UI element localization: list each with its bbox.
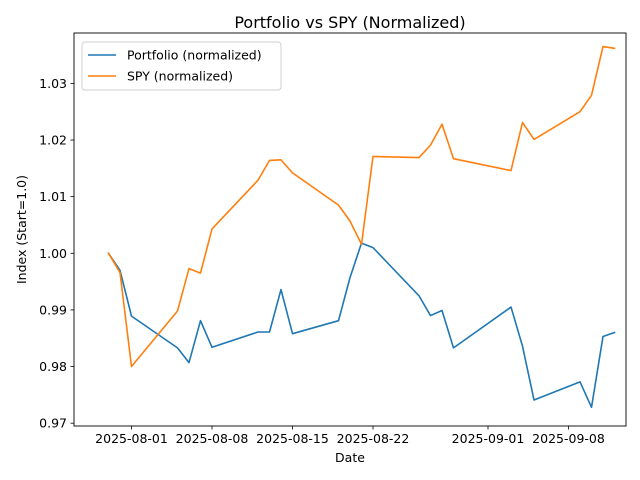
x-tick-label: 2025-08-08	[176, 431, 249, 446]
y-tick-label: 0.99	[39, 302, 67, 317]
series-layer	[107, 45, 616, 409]
x-axis-label: Date	[335, 450, 365, 465]
legend: Portfolio (normalized) SPY (normalized)	[81, 41, 282, 91]
x-tick-label: 2025-08-22	[337, 431, 410, 446]
x-tick-label: 2025-08-15	[256, 431, 329, 446]
x-tick-label: 2025-08-01	[95, 431, 168, 446]
series-line-spy	[107, 45, 616, 368]
y-tick-label: 1.00	[39, 246, 67, 261]
plot-frame	[73, 32, 627, 427]
legend-label-portfolio: Portfolio (normalized)	[127, 48, 262, 63]
y-axis-label: Index (Start=1.0)	[14, 175, 29, 284]
x-tick-label: 2025-09-08	[532, 431, 605, 446]
x-axis-ticks: 2025-08-01 2025-08-08 2025-08-15 2025-08-22…	[95, 426, 605, 446]
series-line-portfolio	[107, 242, 616, 409]
y-tick-label: 0.98	[39, 359, 67, 374]
y-tick-label: 1.02	[39, 133, 67, 148]
y-tick-label: 0.97	[39, 416, 67, 431]
y-tick-label: 1.03	[39, 76, 67, 91]
y-tick-label: 1.01	[39, 189, 67, 204]
axes	[73, 32, 627, 427]
x-tick-label: 2025-09-01	[452, 431, 525, 446]
legend-box	[81, 41, 282, 91]
chart-title: Portfolio vs SPY (Normalized)	[234, 13, 465, 32]
y-axis-ticks: 0.97 0.98 0.99 1.00 1.01 1.02 1.03	[39, 76, 74, 431]
legend-label-spy: SPY (normalized)	[127, 69, 233, 84]
